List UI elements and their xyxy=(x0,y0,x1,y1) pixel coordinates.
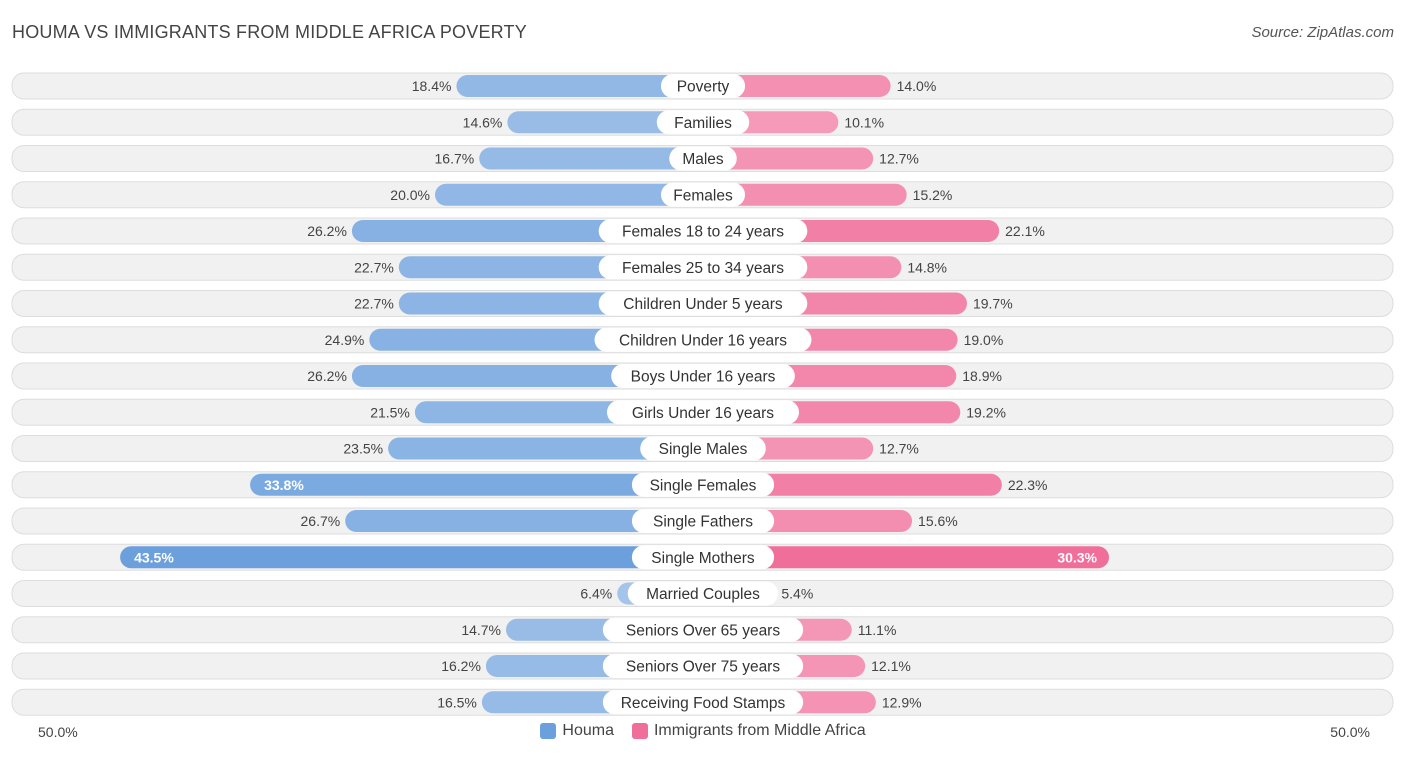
category-pill-children-under-5-years xyxy=(598,291,808,316)
legend-item-immigrants: Immigrants from Middle Africa xyxy=(631,722,866,740)
chart-title: HOUMA VS IMMIGRANTS FROM MIDDLE AFRICA P… xyxy=(12,22,527,42)
value-label-houma-single-males: 23.5% xyxy=(343,441,383,457)
axis-left-label: 50.0% xyxy=(38,724,78,740)
bar-houma-females xyxy=(435,183,703,206)
category-pill-married-couples xyxy=(627,581,779,606)
bar-immigrants-males xyxy=(703,147,874,170)
category-pill-receiving-food-stamps xyxy=(602,690,804,715)
value-label-immigrants-families: 10.1% xyxy=(844,114,884,130)
value-label-houma-seniors-over-75-years: 16.2% xyxy=(441,658,481,674)
value-label-immigrants-single-males: 12.7% xyxy=(879,441,919,457)
category-label-single-fathers: Single Fathers xyxy=(653,514,753,531)
category-pill-females xyxy=(660,182,746,207)
legend-item-houma: Houma xyxy=(540,722,614,740)
value-label-houma-single-females: 33.8% xyxy=(264,477,304,493)
legend-swatch-houma xyxy=(540,723,557,739)
category-label-males: Males xyxy=(682,151,724,168)
category-label-single-mothers: Single Mothers xyxy=(651,550,755,567)
category-label-children-under-16-years: Children Under 16 years xyxy=(619,332,787,349)
bar-houma-single-fathers xyxy=(345,510,703,532)
bar-houma-families xyxy=(507,111,703,134)
category-label-receiving-food-stamps: Receiving Food Stamps xyxy=(621,695,786,712)
bar-houma-single-females xyxy=(250,473,703,496)
value-label-houma-females-18-to-24-years: 26.2% xyxy=(307,223,347,239)
legend-label-immigrants: Immigrants from Middle Africa xyxy=(653,722,866,739)
category-pill-children-under-16-years xyxy=(594,327,812,352)
category-pill-seniors-over-65-years xyxy=(602,617,804,642)
value-label-houma-receiving-food-stamps: 16.5% xyxy=(437,694,477,710)
value-label-houma-families: 14.6% xyxy=(463,114,503,130)
value-label-houma-single-fathers: 26.7% xyxy=(301,513,341,529)
value-label-immigrants-seniors-over-65-years: 11.1% xyxy=(858,622,897,638)
value-label-immigrants-single-females: 22.3% xyxy=(1008,477,1048,493)
value-label-immigrants-seniors-over-75-years: 12.1% xyxy=(871,658,911,674)
value-label-immigrants-poverty: 14.0% xyxy=(897,78,937,94)
category-pill-single-females xyxy=(631,472,775,497)
category-label-single-males: Single Males xyxy=(659,441,748,458)
value-label-immigrants-girls-under-16-years: 19.2% xyxy=(966,404,1006,420)
bar-immigrants-poverty xyxy=(703,75,891,97)
value-label-immigrants-boys-under-16-years: 18.9% xyxy=(962,368,1002,384)
category-label-children-under-5-years: Children Under 5 years xyxy=(623,296,783,313)
category-label-poverty: Poverty xyxy=(677,79,730,96)
value-label-houma-boys-under-16-years: 26.2% xyxy=(307,368,347,384)
value-label-houma-females-25-to-34-years: 22.7% xyxy=(354,259,394,275)
category-label-married-couples: Married Couples xyxy=(646,586,760,603)
bar-houma-males xyxy=(479,147,703,170)
value-label-houma-seniors-over-65-years: 14.7% xyxy=(461,622,501,638)
value-label-houma-married-couples: 6.4% xyxy=(580,586,612,602)
category-pill-females-25-to-34-years xyxy=(598,255,808,280)
category-pill-single-fathers xyxy=(631,509,775,533)
category-label-families: Families xyxy=(674,115,732,132)
category-label-seniors-over-75-years: Seniors Over 75 years xyxy=(626,659,780,676)
value-label-immigrants-single-mothers: 30.3% xyxy=(1057,549,1097,565)
value-label-immigrants-females: 15.2% xyxy=(913,187,953,203)
category-label-females: Females xyxy=(673,187,733,204)
bar-immigrants-single-females xyxy=(703,473,1002,496)
category-pill-girls-under-16-years xyxy=(607,400,799,425)
value-label-immigrants-children-under-16-years: 19.0% xyxy=(964,332,1004,348)
value-label-immigrants-children-under-5-years: 19.7% xyxy=(973,296,1013,312)
value-label-immigrants-males: 12.7% xyxy=(879,151,919,167)
category-pill-males xyxy=(669,146,737,171)
value-label-houma-children-under-5-years: 22.7% xyxy=(354,296,394,312)
bar-houma-single-males xyxy=(388,437,703,460)
category-pill-single-males xyxy=(640,436,766,461)
value-label-immigrants-receiving-food-stamps: 12.9% xyxy=(882,694,922,710)
bar-immigrants-single-mothers xyxy=(703,546,1110,569)
value-label-immigrants-married-couples: 5.4% xyxy=(781,586,813,602)
legend-swatch-immigrants xyxy=(631,723,648,739)
category-label-boys-under-16-years: Boys Under 16 years xyxy=(631,369,776,386)
legend: Houma Immigrants from Middle Africa xyxy=(0,722,1406,740)
value-label-immigrants-females-18-to-24-years: 22.1% xyxy=(1005,223,1045,239)
value-label-houma-females: 20.0% xyxy=(390,187,430,203)
category-label-single-females: Single Females xyxy=(650,477,757,494)
bar-houma-single-mothers xyxy=(120,546,704,569)
value-label-houma-males: 16.7% xyxy=(435,151,475,167)
diverging-bar-chart: 18.4% 14.0% Poverty 14.6% 10.1% Families 16.7%… xyxy=(11,72,1394,716)
category-label-girls-under-16-years: Girls Under 16 years xyxy=(632,405,774,422)
category-label-females-18-to-24-years: Females 18 to 24 years xyxy=(622,224,784,241)
category-label-seniors-over-65-years: Seniors Over 65 years xyxy=(626,622,780,639)
bar-houma-poverty xyxy=(456,75,703,97)
category-pill-females-18-to-24-years xyxy=(598,219,808,243)
legend-label-houma: Houma xyxy=(562,722,614,739)
chart-source: Source: ZipAtlas.com xyxy=(1251,24,1394,41)
value-label-houma-single-mothers: 43.5% xyxy=(134,549,174,565)
bar-immigrants-females xyxy=(703,183,907,206)
category-pill-seniors-over-75-years xyxy=(602,654,804,678)
category-pill-single-mothers xyxy=(631,545,775,570)
category-pill-poverty xyxy=(660,74,746,98)
value-label-houma-girls-under-16-years: 21.5% xyxy=(370,404,410,420)
value-label-houma-poverty: 18.4% xyxy=(412,78,452,94)
value-label-houma-children-under-16-years: 24.9% xyxy=(325,332,365,348)
axis-right-label: 50.0% xyxy=(1330,724,1370,740)
value-label-immigrants-females-25-to-34-years: 14.8% xyxy=(907,259,947,275)
category-pill-boys-under-16-years xyxy=(611,364,795,388)
category-pill-families xyxy=(656,110,750,135)
value-label-immigrants-single-fathers: 15.6% xyxy=(918,513,958,529)
category-label-females-25-to-34-years: Females 25 to 34 years xyxy=(622,260,784,277)
